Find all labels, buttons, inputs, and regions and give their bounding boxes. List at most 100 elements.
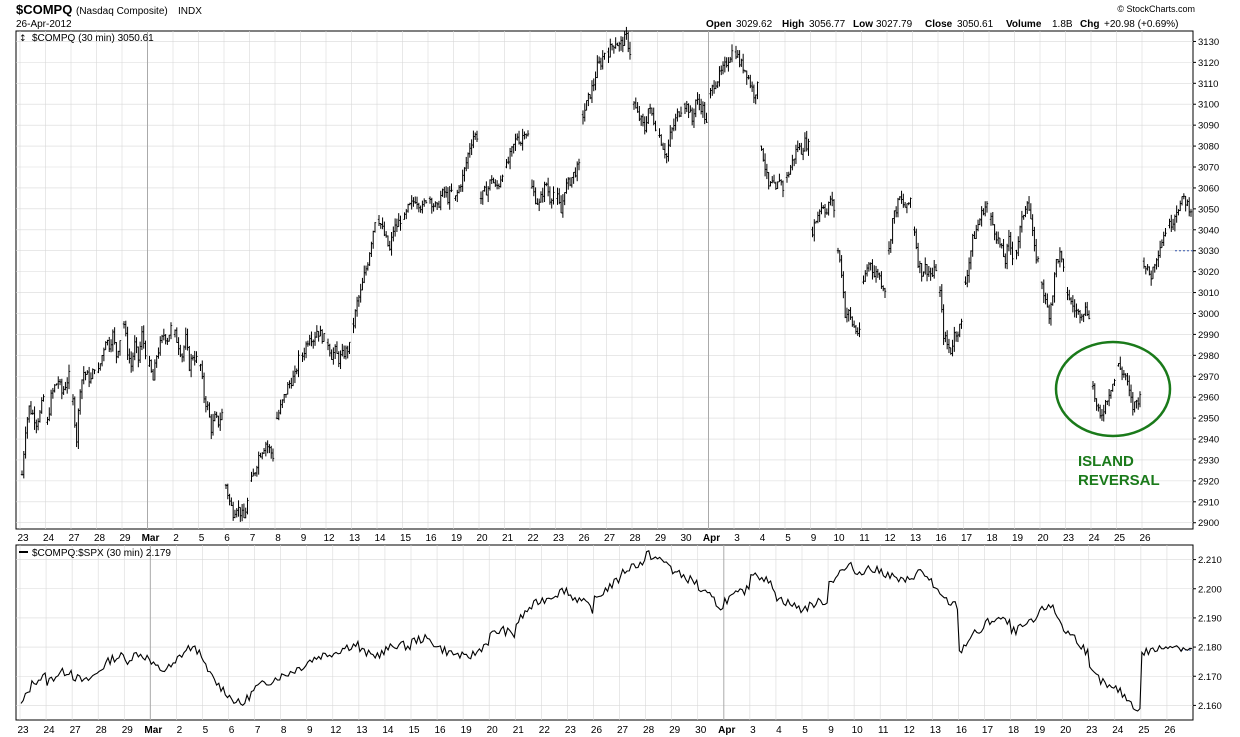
price-x-tick-label: 20 [476, 533, 488, 544]
ratio-y-tick-label: 2.180 [1198, 643, 1222, 654]
volume-label: Volume [1006, 19, 1042, 30]
price-x-tick-label: 7 [250, 533, 256, 544]
price-x-tick-label: 18 [986, 533, 998, 544]
price-y-tick-label: 3050 [1198, 204, 1219, 215]
price-x-tick-label: 15 [400, 533, 412, 544]
price-y-tick-label: 3120 [1198, 58, 1219, 69]
price-x-tick-label: 5 [199, 533, 205, 544]
price-x-tick-label: 2 [173, 533, 179, 544]
open-value: 3029.62 [736, 19, 773, 30]
price-x-tick-label: 21 [502, 533, 514, 544]
price-x-tick-label: 9 [811, 533, 817, 544]
ratio-legend: $COMPQ:$SPX (30 min) 2.179 [32, 548, 171, 559]
price-x-tick-label: 29 [655, 533, 667, 544]
ratio-x-tick-label: 9 [828, 725, 834, 736]
price-y-tick-label: 3040 [1198, 225, 1219, 236]
price-y-axis: 2900 2910 2920 2930 2940 2950 2960 2970 2980 2990… [1193, 37, 1219, 529]
chg-value: +20.98 (+0.69%) [1104, 19, 1179, 30]
ratio-x-tick-label: 5 [203, 725, 209, 736]
price-x-tick-label: 27 [604, 533, 616, 544]
ratio-x-tick-label: 13 [930, 725, 942, 736]
ratio-x-tick-label: 14 [382, 725, 394, 736]
ratio-x-tick-label: 29 [122, 725, 134, 736]
ratio-x-tick-label: 17 [982, 725, 994, 736]
ratio-x-tick-label: 7 [255, 725, 261, 736]
low-label: Low [853, 19, 873, 30]
ratio-x-tick-label: 2 [177, 725, 183, 736]
ratio-x-tick-label: 8 [281, 725, 287, 736]
ratio-x-tick-label: 5 [802, 725, 808, 736]
quote-line: Open 3029.62 High 3056.77 Low 3027.79 Cl… [706, 19, 1179, 30]
price-x-tick-label: 26 [1139, 533, 1151, 544]
island-reversal-circle [1054, 340, 1172, 438]
ratio-x-tick-label: 9 [307, 725, 313, 736]
ratio-y-axis: 2.160 2.170 2.180 2.190 2.200 2.210 [1193, 555, 1222, 712]
price-x-tick-label: 23 [1063, 533, 1075, 544]
ratio-y-tick-label: 2.160 [1198, 701, 1222, 712]
ratio-y-tick-label: 2.170 [1198, 672, 1222, 683]
price-grid [16, 31, 1193, 529]
price-y-tick-label: 3060 [1198, 183, 1219, 194]
price-y-tick-label: 3130 [1198, 37, 1219, 48]
annotation-line2: REVERSAL [1078, 472, 1160, 489]
ratio-x-tick-label: 23 [565, 725, 577, 736]
low-value: 3027.79 [876, 19, 913, 30]
price-y-tick-label: 3090 [1198, 121, 1219, 132]
price-x-tick-label: 24 [43, 533, 55, 544]
ratio-x-tick-label: 16 [956, 725, 968, 736]
price-x-tick-label: 10 [833, 533, 845, 544]
price-x-tick-label: 20 [1037, 533, 1049, 544]
price-x-tick-label: 13 [349, 533, 361, 544]
price-x-tick-label: Apr [703, 533, 720, 544]
price-x-axis: 23 24 27 28 29 Mar 2 5 6 7 8 9 12 13 14 15 16 19 20 21 22 23 2… [17, 533, 1151, 544]
high-value: 3056.77 [809, 19, 846, 30]
price-x-tick-label: 12 [884, 533, 896, 544]
price-x-tick-label: 29 [119, 533, 131, 544]
price-x-tick-label: 11 [859, 533, 870, 544]
ratio-x-tick-label: 6 [229, 725, 235, 736]
price-bars [20, 26, 1193, 522]
price-x-tick-label: 6 [224, 533, 230, 544]
price-y-tick-label: 3030 [1198, 246, 1219, 257]
ratio-x-tick-label: 12 [330, 725, 342, 736]
price-x-tick-label: 22 [527, 533, 539, 544]
price-y-tick-label: 2980 [1198, 351, 1219, 362]
price-y-tick-label: 3080 [1198, 142, 1219, 153]
ratio-x-tick-label: 4 [776, 725, 782, 736]
price-y-tick-label: 2920 [1198, 476, 1219, 487]
ratio-x-tick-label: 20 [487, 725, 499, 736]
ratio-x-tick-label: 26 [1164, 725, 1176, 736]
price-x-tick-label: 3 [734, 533, 740, 544]
chg-label: Chg [1080, 19, 1099, 30]
price-y-tick-label: 3020 [1198, 267, 1219, 278]
ratio-x-tick-label: 30 [695, 725, 707, 736]
price-y-tick-label: 3100 [1198, 100, 1219, 111]
ratio-x-tick-label: Mar [144, 725, 162, 736]
price-y-tick-label: 2930 [1198, 455, 1219, 466]
close-label: Close [925, 19, 953, 30]
price-panel: 2900291029202930294029502960297029802990… [15, 26, 1219, 544]
ratio-y-tick-label: 2.200 [1198, 584, 1222, 595]
open-label: Open [706, 19, 732, 30]
ratio-grid [16, 545, 1193, 720]
price-x-tick-label: 9 [301, 533, 307, 544]
ratio-x-tick-label: 13 [356, 725, 368, 736]
ratio-x-tick-label: 22 [539, 725, 551, 736]
ratio-x-tick-label: 24 [1112, 725, 1124, 736]
price-x-tick-label: 27 [68, 533, 80, 544]
price-x-tick-label: 28 [629, 533, 641, 544]
ratio-x-tick-label: 23 [1086, 725, 1098, 736]
price-y-tick-label: 2910 [1198, 497, 1219, 508]
price-x-tick-label: 13 [910, 533, 922, 544]
ratio-x-tick-label: 20 [1060, 725, 1072, 736]
copyright: © StockCharts.com [1117, 4, 1195, 14]
price-y-tick-label: 2990 [1198, 330, 1219, 341]
price-x-tick-label: 4 [760, 533, 766, 544]
ratio-x-tick-label: 23 [17, 725, 29, 736]
chart-symbol-name: (Nasdaq Composite) [76, 6, 168, 17]
ratio-x-tick-label: 21 [513, 725, 525, 736]
ratio-x-tick-label: 19 [1034, 725, 1046, 736]
ratio-x-tick-label: 27 [617, 725, 629, 736]
